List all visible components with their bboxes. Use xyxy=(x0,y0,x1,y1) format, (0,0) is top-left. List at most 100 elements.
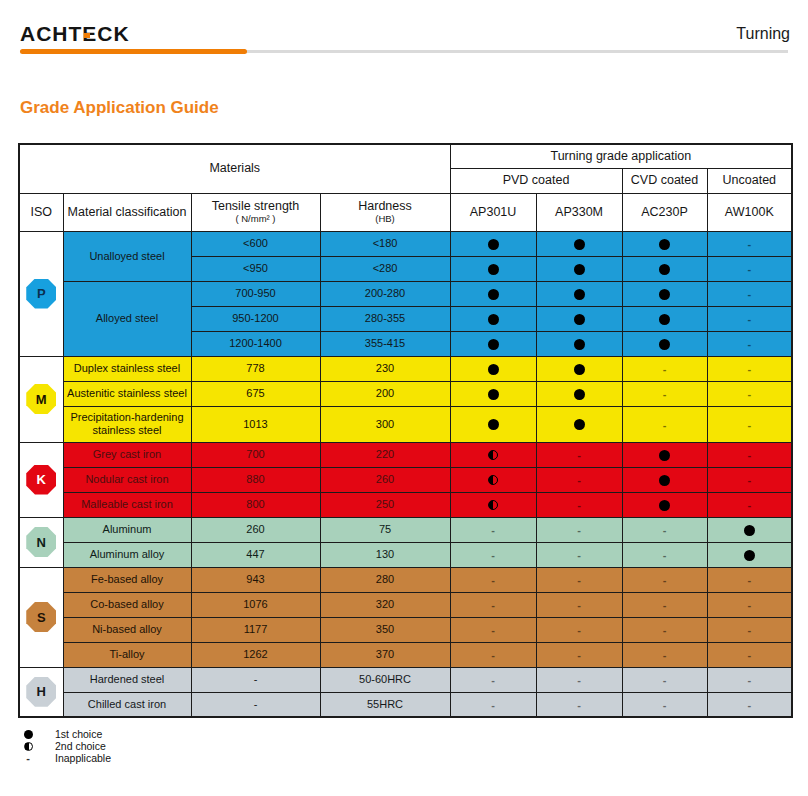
first-choice-icon xyxy=(574,419,585,430)
grade-cell-AW100K: - xyxy=(707,356,792,381)
grade-cell-AW100K: - xyxy=(707,442,792,467)
legend-item-inapplicable: - Inapplicable xyxy=(22,752,111,764)
grade-cell-AC230P xyxy=(622,256,707,281)
iso-cell-P: P xyxy=(19,231,63,356)
hardness-cell: 75 xyxy=(320,517,450,542)
grade-cell-AP330M: - xyxy=(536,542,622,567)
grade-cell-AW100K: - xyxy=(707,692,792,717)
legend: 1st choice 2nd choice - Inapplicable xyxy=(22,728,111,764)
hardness-cell: 280 xyxy=(320,567,450,592)
inapplicable-mark: - xyxy=(747,574,751,586)
grade-cell-AP330M xyxy=(536,231,622,256)
table-row: Chilled cast iron-55HRC---- xyxy=(19,692,792,717)
grade-cell-AW100K: - xyxy=(707,592,792,617)
table-row: Ti-alloy1262370---- xyxy=(19,642,792,667)
grade-cell-AP330M xyxy=(536,381,622,406)
grade-cell-AC230P xyxy=(622,231,707,256)
grade-cell-AP301U: - xyxy=(450,642,536,667)
header-row-groups: Materials Turning grade application xyxy=(19,144,792,168)
inapplicable-mark: - xyxy=(577,624,581,636)
col-material-classification: Material classification xyxy=(63,193,191,231)
grade-application-table: Materials Turning grade application PVD … xyxy=(18,143,793,718)
first-choice-icon xyxy=(574,389,585,400)
inapplicable-mark: - xyxy=(491,549,495,561)
col-hardness: Hardness (HB) xyxy=(320,193,450,231)
hardness-cell: 50-60HRC xyxy=(320,667,450,692)
grade-cell-AW100K: - xyxy=(707,667,792,692)
first-choice-icon xyxy=(659,450,670,461)
first-choice-icon xyxy=(488,389,499,400)
hardness-cell: 320 xyxy=(320,592,450,617)
col-grade-ap301u: AP301U xyxy=(450,193,536,231)
iso-cell-M: M xyxy=(19,356,63,442)
tensile-cell: 1262 xyxy=(191,642,320,667)
material-cell: Alloyed steel xyxy=(63,281,191,356)
hardness-cell: 355-415 xyxy=(320,331,450,356)
material-cell: Austenitic stainless steel xyxy=(63,381,191,406)
grade-cell-AP330M: - xyxy=(536,667,622,692)
hardness-cell: 260 xyxy=(320,467,450,492)
section-N: NAluminum26075---Aluminum alloy447130--- xyxy=(19,517,792,567)
grade-cell-AP330M: - xyxy=(536,517,622,542)
iso-octagon-S: S xyxy=(26,602,56,632)
inapplicable-mark: - xyxy=(577,699,581,711)
hardness-cell: 300 xyxy=(320,406,450,442)
section-H: HHardened steel-50-60HRC----Chilled cast… xyxy=(19,667,792,717)
table-row: Malleable cast iron800250-- xyxy=(19,492,792,517)
grade-cell-AP330M xyxy=(536,306,622,331)
inapplicable-mark: - xyxy=(663,649,667,661)
material-cell: Fe-based alloy xyxy=(63,567,191,592)
inapplicable-mark: - xyxy=(747,474,751,486)
first-choice-icon xyxy=(659,314,670,325)
material-cell: Precipitation-hardening stainless steel xyxy=(63,406,191,442)
inapplicable-mark: - xyxy=(663,524,667,536)
section-S: SFe-based alloy943280----Co-based alloy1… xyxy=(19,567,792,667)
table-row: NAluminum26075--- xyxy=(19,517,792,542)
material-cell: Aluminum xyxy=(63,517,191,542)
grade-cell-AC230P xyxy=(622,492,707,517)
inapplicable-mark: - xyxy=(491,674,495,686)
table-row: Co-based alloy1076320---- xyxy=(19,592,792,617)
table-row: Precipitation-hardening stainless steel1… xyxy=(19,406,792,442)
col-grade-ac230p: AC230P xyxy=(622,193,707,231)
grade-cell-AP330M: - xyxy=(536,592,622,617)
first-choice-icon xyxy=(488,419,499,430)
tensile-cell: - xyxy=(191,692,320,717)
grade-cell-AP301U: - xyxy=(450,592,536,617)
inapplicable-mark: - xyxy=(491,699,495,711)
col-tensile-strength: Tensile strength ( N/mm² ) xyxy=(191,193,320,231)
grade-cell-AP301U: - xyxy=(450,667,536,692)
grade-cell-AP330M: - xyxy=(536,492,622,517)
grade-cell-AC230P xyxy=(622,306,707,331)
grade-cell-AP301U xyxy=(450,442,536,467)
tensile-cell: 447 xyxy=(191,542,320,567)
first-choice-icon xyxy=(574,364,585,375)
grade-cell-AP301U: - xyxy=(450,567,536,592)
grade-cell-AP330M xyxy=(536,281,622,306)
inapplicable-mark: - xyxy=(747,338,751,350)
tensile-cell: <950 xyxy=(191,256,320,281)
iso-cell-H: H xyxy=(19,667,63,717)
tensile-cell: 700 xyxy=(191,442,320,467)
grade-cell-AW100K: - xyxy=(707,492,792,517)
tensile-cell: 778 xyxy=(191,356,320,381)
grade-cell-AC230P xyxy=(622,281,707,306)
legend-symbol-wrap xyxy=(22,742,34,751)
material-cell: Ti-alloy xyxy=(63,642,191,667)
first-choice-icon xyxy=(488,364,499,375)
inapplicable-mark: - xyxy=(747,624,751,636)
first-choice-icon xyxy=(488,289,499,300)
col-iso: ISO xyxy=(19,193,63,231)
tensile-cell: 675 xyxy=(191,381,320,406)
iso-octagon-H: H xyxy=(26,677,56,707)
first-choice-icon xyxy=(574,264,585,275)
grade-cell-AP330M: - xyxy=(536,642,622,667)
inapplicable-mark: - xyxy=(747,363,751,375)
grade-cell-AW100K: - xyxy=(707,617,792,642)
grade-cell-AC230P xyxy=(622,467,707,492)
hardness-cell: 200 xyxy=(320,381,450,406)
grade-cell-AP301U xyxy=(450,231,536,256)
first-choice-icon xyxy=(659,239,670,250)
legend-label: 2nd choice xyxy=(55,741,106,752)
grade-cell-AP301U: - xyxy=(450,617,536,642)
